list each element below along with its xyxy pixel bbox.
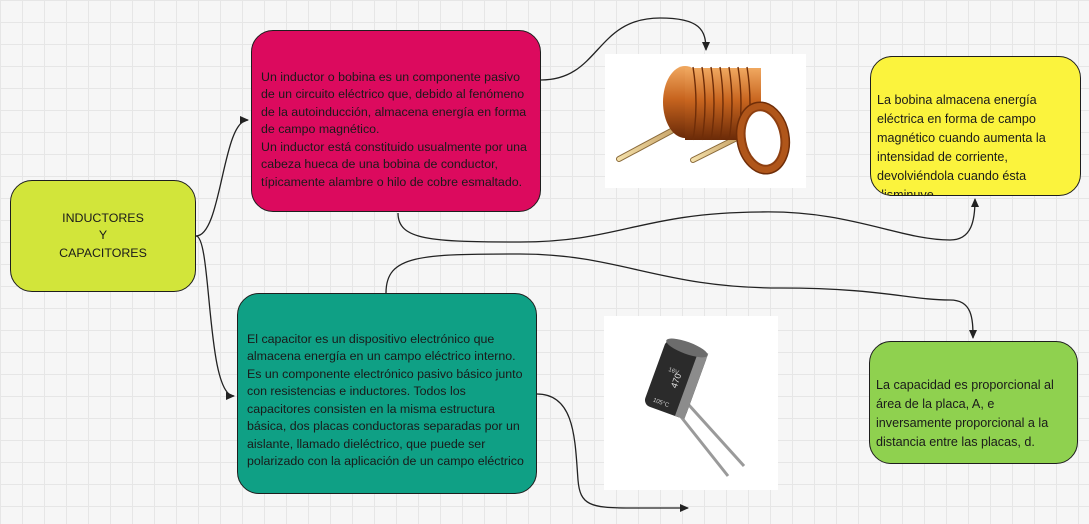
capacitor-marking-voltage: 16V <box>667 367 679 376</box>
coil-image[interactable] <box>605 54 806 188</box>
connector-root-to-capacitor <box>195 235 235 400</box>
capacitor-image[interactable]: 470 16V 105°C <box>604 316 778 490</box>
electrolytic-capacitor-icon: 470 16V 105°C <box>644 338 746 477</box>
capacitor-marking-temperature: 105°C <box>652 398 670 410</box>
connector-inductor-to-bobina-note <box>397 198 979 243</box>
bobina-note-node[interactable]: La bobina almacena energía eléctrica en … <box>870 56 1081 196</box>
inductor-node[interactable]: Un inductor o bobina es un componente pa… <box>251 30 541 212</box>
bobina-note-text: La bobina almacena energía eléctrica en … <box>877 93 1046 196</box>
capacitor-marking-value: 470 <box>669 372 684 390</box>
root-topic[interactable]: INDUCTORES Y CAPACITORES <box>10 180 196 292</box>
capacitor-text: El capacitor es un dispositivo electróni… <box>247 331 524 469</box>
copper-coil-icon <box>616 66 791 175</box>
inductor-text: Un inductor o bobina es un componente pa… <box>261 69 527 189</box>
capacidad-note-node[interactable]: La capacidad es proporcional al área de … <box>869 341 1078 464</box>
connector-inductor-to-coil-photo <box>540 17 710 81</box>
connector-capacitor-to-capacidad-note <box>385 253 977 339</box>
capacidad-note-text: La capacidad es proporcional al área de … <box>876 378 1054 449</box>
connector-root-to-inductor <box>195 116 249 237</box>
root-topic-label: INDUCTORES Y CAPACITORES <box>59 210 147 260</box>
capacitor-node[interactable]: El capacitor es un dispositivo electróni… <box>237 293 537 494</box>
connector-capacitor-to-cap-photo <box>536 393 689 512</box>
